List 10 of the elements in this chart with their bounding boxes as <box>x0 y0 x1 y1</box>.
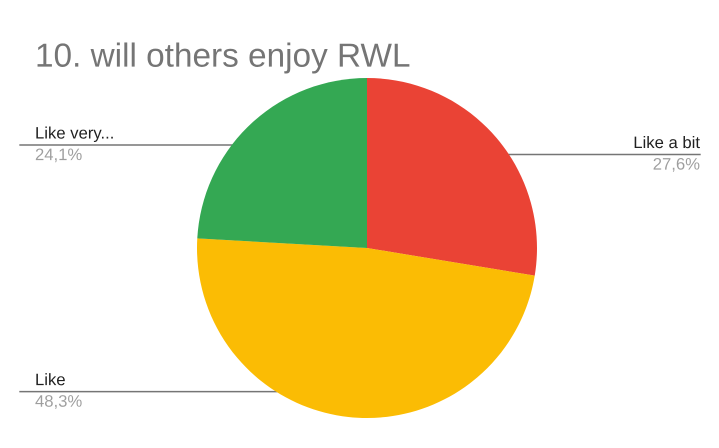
pie-slice <box>197 78 367 248</box>
pie-slice <box>197 238 535 418</box>
slice-label: Like a bit <box>634 136 700 148</box>
data-label: 27,6% <box>654 158 700 172</box>
slice-label: Like very... <box>36 126 113 142</box>
data-label: 48,3% <box>35 395 82 409</box>
data-label: 24,1% <box>36 148 82 162</box>
pie-slice <box>367 78 537 276</box>
chart-title: 10. will others enjoy RWL <box>38 42 410 74</box>
slice-label: Like <box>36 373 65 386</box>
